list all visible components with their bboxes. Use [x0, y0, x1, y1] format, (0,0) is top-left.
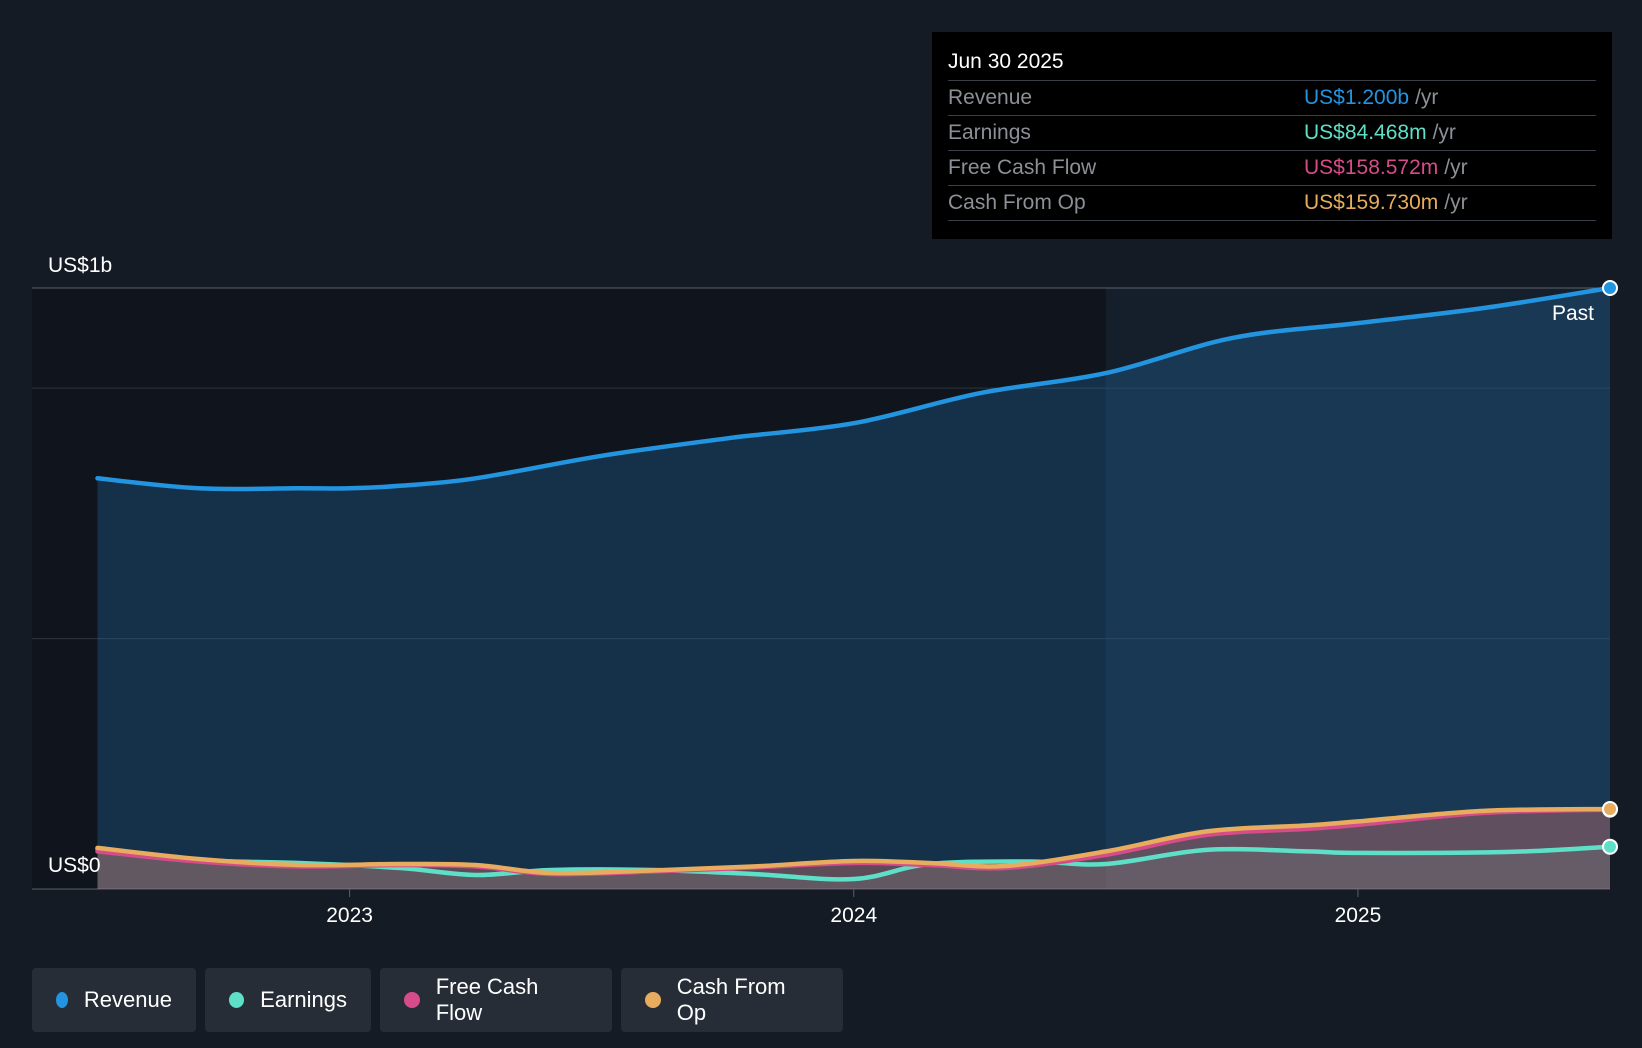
legend: Revenue Earnings Free Cash Flow Cash Fro… — [32, 968, 843, 1032]
revenue-area — [97, 288, 1610, 889]
earnings-dot-icon — [229, 992, 245, 1008]
free-cash-flow-dot-icon — [404, 992, 420, 1008]
x-tick-label: 2024 — [830, 904, 877, 927]
tooltip-row-cash-from-op: Cash From Op US$159.730m /yr — [948, 185, 1596, 221]
legend-item-revenue[interactable]: Revenue — [32, 968, 196, 1032]
legend-label: Free Cash Flow — [435, 974, 539, 1025]
tooltip-label: Earnings — [948, 121, 1031, 144]
cash-from-op-dot-icon — [645, 992, 661, 1008]
y-label-top: US$1b — [48, 254, 112, 277]
legend-label: Cash From Op — [676, 974, 786, 1025]
legend-label: Revenue — [83, 987, 172, 1012]
legend-label: Earnings — [260, 987, 347, 1012]
past-label: Past — [1552, 302, 1594, 325]
cash-from-op-line — [95, 806, 1613, 876]
tooltip-value: US$1.200b — [1304, 86, 1410, 109]
revenue-endpoint — [1602, 280, 1618, 296]
earnings-endpoint — [1602, 838, 1618, 855]
tooltip-value: US$158.572m — [1304, 156, 1439, 179]
tooltip-row-free-cash-flow: Free Cash Flow US$158.572m /yr — [948, 150, 1596, 185]
tooltip-unit: /yr — [1415, 86, 1439, 109]
tooltip-unit: /yr — [1432, 121, 1456, 144]
tooltip-value: US$159.730m — [1304, 191, 1439, 214]
tooltip-label: Free Cash Flow — [948, 156, 1097, 179]
cash-from-op-endpoint — [1602, 801, 1618, 817]
tooltip-unit: /yr — [1444, 191, 1468, 214]
tooltip-unit: /yr — [1444, 156, 1468, 179]
tooltip-label: Cash From Op — [948, 191, 1086, 214]
revenue-line — [95, 285, 1613, 492]
revenue-dot-icon — [56, 992, 68, 1008]
tooltip-date: Jun 30 2025 — [948, 50, 1064, 73]
legend-item-cash-from-op[interactable]: Cash From Op — [621, 968, 843, 1032]
legend-item-free-cash-flow[interactable]: Free Cash Flow — [380, 968, 612, 1032]
free-cash-flow-area — [97, 809, 1610, 889]
tooltip-value: US$84.468m — [1304, 121, 1427, 144]
x-tick-label: 2025 — [1335, 904, 1382, 927]
tooltip-row-earnings: Earnings US$84.468m /yr — [948, 115, 1596, 150]
x-tick-label: 2023 — [326, 904, 373, 927]
tooltip-label: Revenue — [948, 86, 1033, 109]
tooltip: Jun 30 2025 Revenue US$1.200b /yr Earnin… — [932, 32, 1612, 239]
y-label-bottom: US$0 — [48, 854, 101, 877]
earnings-area — [97, 846, 1610, 889]
tooltip-row-revenue: Revenue US$1.200b /yr — [948, 80, 1596, 115]
legend-item-earnings[interactable]: Earnings — [205, 968, 371, 1032]
